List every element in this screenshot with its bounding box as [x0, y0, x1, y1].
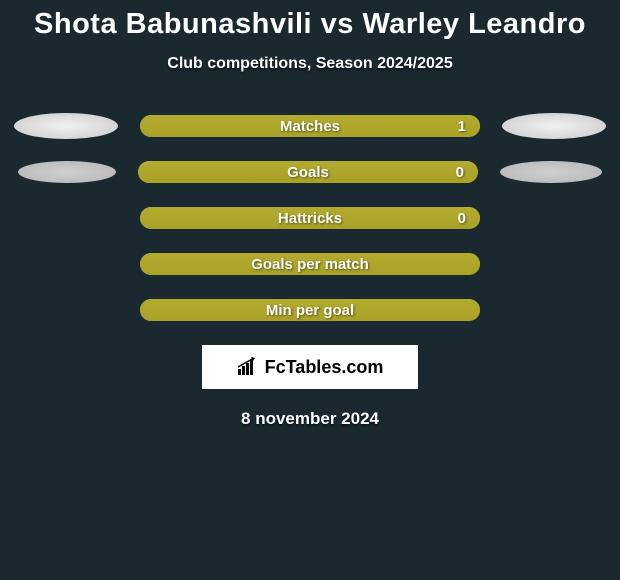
stat-row: Goals0: [0, 161, 620, 183]
stat-bar: Goals per match: [140, 253, 480, 275]
bar-chart-icon: [237, 357, 259, 377]
stat-label: Goals per match: [140, 253, 480, 275]
logo-box: FcTables.com: [202, 345, 418, 389]
stat-label: Min per goal: [140, 299, 480, 321]
stat-bar: Hattricks0: [140, 207, 480, 229]
left-ellipse: [18, 161, 116, 183]
left-ellipse: [14, 113, 118, 139]
stat-label: Hattricks: [140, 207, 480, 229]
stat-bar: Matches1: [140, 115, 480, 137]
logo-text: FcTables.com: [265, 357, 384, 378]
right-ellipse: [500, 161, 602, 183]
stat-label: Goals: [138, 161, 478, 183]
page-title: Shota Babunashvili vs Warley Leandro: [0, 0, 620, 41]
stat-value: 0: [458, 207, 466, 229]
stat-row: Matches1: [0, 115, 620, 137]
stat-row: Goals per match: [0, 253, 620, 275]
stat-bar: Min per goal: [140, 299, 480, 321]
stat-label: Matches: [140, 115, 480, 137]
stat-bar: Goals0: [138, 161, 478, 183]
stat-value: 0: [456, 161, 464, 183]
subtitle: Club competitions, Season 2024/2025: [0, 55, 620, 73]
stats-rows: Matches1Goals0Hattricks0Goals per matchM…: [0, 115, 620, 321]
stat-row: Min per goal: [0, 299, 620, 321]
stat-value: 1: [458, 115, 466, 137]
right-ellipse: [502, 113, 606, 139]
stat-row: Hattricks0: [0, 207, 620, 229]
date-text: 8 november 2024: [0, 409, 620, 429]
logo: FcTables.com: [237, 357, 384, 378]
